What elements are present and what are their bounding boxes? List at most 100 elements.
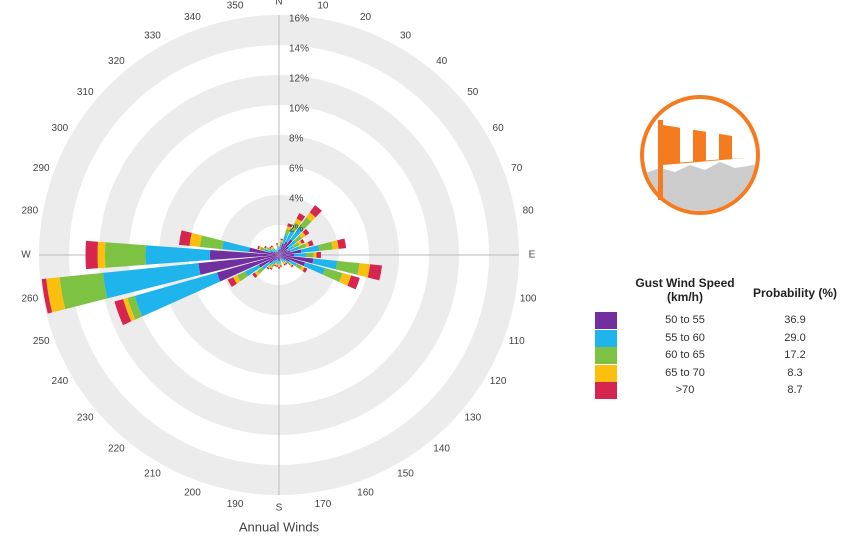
- wind-segment: [276, 249, 278, 251]
- wind-segment: [275, 251, 279, 255]
- wind-segment: [337, 238, 347, 249]
- wind-segment: [276, 246, 279, 248]
- r-tick-label: 10%: [289, 104, 309, 115]
- wind-segment: [59, 272, 108, 310]
- wind-segment: [179, 230, 192, 246]
- wind-segment: [271, 246, 274, 249]
- direction-label: N: [275, 0, 282, 8]
- wind-segment: [285, 230, 295, 243]
- wind-segment: [283, 260, 286, 263]
- wind-segment: [114, 299, 132, 326]
- legend-probability: 17.2: [784, 349, 806, 361]
- wind-segment: [260, 247, 266, 251]
- wind-segment: [275, 259, 278, 263]
- wind-segment: [257, 267, 264, 274]
- direction-label: 40: [436, 56, 448, 67]
- wind-segment: [46, 277, 66, 313]
- wind-segment: [273, 255, 279, 262]
- direction-label: 70: [511, 163, 523, 174]
- wind-segment: [278, 263, 280, 266]
- legend-label: 55 to 60: [665, 331, 705, 344]
- r-tick-label: 4%: [289, 194, 304, 205]
- wind-segment: [277, 255, 279, 260]
- legend-swatch: [595, 347, 617, 364]
- wind-segment: [292, 242, 300, 248]
- wind-segment: [274, 263, 277, 266]
- wind-segment: [279, 249, 281, 255]
- wind-segment: [279, 255, 290, 262]
- wind-segment: [290, 227, 304, 242]
- wind-segment: [299, 231, 306, 239]
- wind-segment: [298, 243, 307, 250]
- direction-label: 300: [52, 123, 69, 134]
- wind-segment: [189, 232, 202, 247]
- wind-segment: [279, 253, 294, 257]
- legend-row: 50 to 55 36.9: [590, 312, 850, 329]
- wind-segment: [269, 267, 273, 270]
- wind-segment: [305, 252, 314, 258]
- wind-segment: [233, 275, 241, 284]
- wind-segment: [303, 262, 326, 275]
- wind-segment: [85, 240, 98, 270]
- wind-segment: [331, 240, 339, 250]
- wind-segment: [279, 255, 283, 259]
- wind-segment: [265, 246, 268, 250]
- direction-label: 150: [397, 469, 414, 480]
- wind-segment: [279, 244, 282, 250]
- direction-label: 10: [317, 0, 329, 11]
- wind-segment: [254, 270, 260, 276]
- wind-segment: [283, 263, 286, 266]
- wind-segment: [278, 265, 280, 267]
- wind-segment: [279, 262, 282, 264]
- wind-segment: [316, 251, 321, 259]
- direction-label: 120: [490, 376, 507, 387]
- wind-segment: [278, 246, 280, 248]
- wind-segment: [269, 255, 279, 264]
- wind-segment: [282, 261, 285, 264]
- wind-segment: [279, 255, 314, 264]
- wind-segment: [280, 258, 284, 262]
- wind-segment: [300, 245, 320, 253]
- wind-segment: [222, 241, 250, 252]
- wind-segment: [278, 266, 280, 269]
- wind-segment: [287, 240, 297, 248]
- wind-segment: [285, 262, 288, 265]
- direction-label: 80: [523, 206, 535, 217]
- wind-segment: [41, 278, 53, 314]
- direction-label: 100: [520, 294, 537, 305]
- wind-segment: [347, 275, 360, 290]
- wind-segment: [312, 258, 338, 270]
- direction-label: 290: [33, 163, 50, 174]
- legend-swatch: [595, 312, 617, 329]
- direction-label: 330: [144, 31, 161, 42]
- wind-segment: [279, 249, 288, 255]
- legend-row: 65 to 70 8.3: [590, 364, 850, 382]
- direction-label: 190: [227, 499, 244, 510]
- wind-segment: [277, 252, 279, 255]
- r-tick-label: 8%: [289, 134, 304, 145]
- wind-segment: [279, 243, 284, 255]
- wind-segment: [309, 205, 322, 218]
- wind-segment: [273, 251, 279, 255]
- wind-segment: [287, 262, 292, 266]
- legend-header: Gust Wind Speed (km/h): [635, 276, 735, 304]
- wind-segment: [275, 251, 279, 255]
- wind-segment: [279, 255, 282, 260]
- wind-segment: [199, 235, 224, 250]
- wind-segment: [270, 245, 273, 248]
- wind-segment: [282, 262, 285, 265]
- wind-segment: [269, 246, 272, 249]
- wind-segment: [261, 262, 271, 270]
- wind-segment: [279, 255, 286, 261]
- wind-segment: [276, 243, 278, 245]
- wind-segment: [277, 250, 279, 253]
- wind-segment: [288, 260, 297, 266]
- wind-segment: [304, 242, 310, 248]
- legend-row: 60 to 65 17.2: [590, 347, 850, 364]
- wind-segment: [280, 241, 283, 245]
- r-tick-label: 6%: [289, 164, 304, 175]
- legend-header: Probability (%): [752, 286, 837, 300]
- direction-label: 200: [184, 487, 201, 498]
- wind-segment: [275, 249, 278, 252]
- direction-label: 310: [77, 87, 94, 98]
